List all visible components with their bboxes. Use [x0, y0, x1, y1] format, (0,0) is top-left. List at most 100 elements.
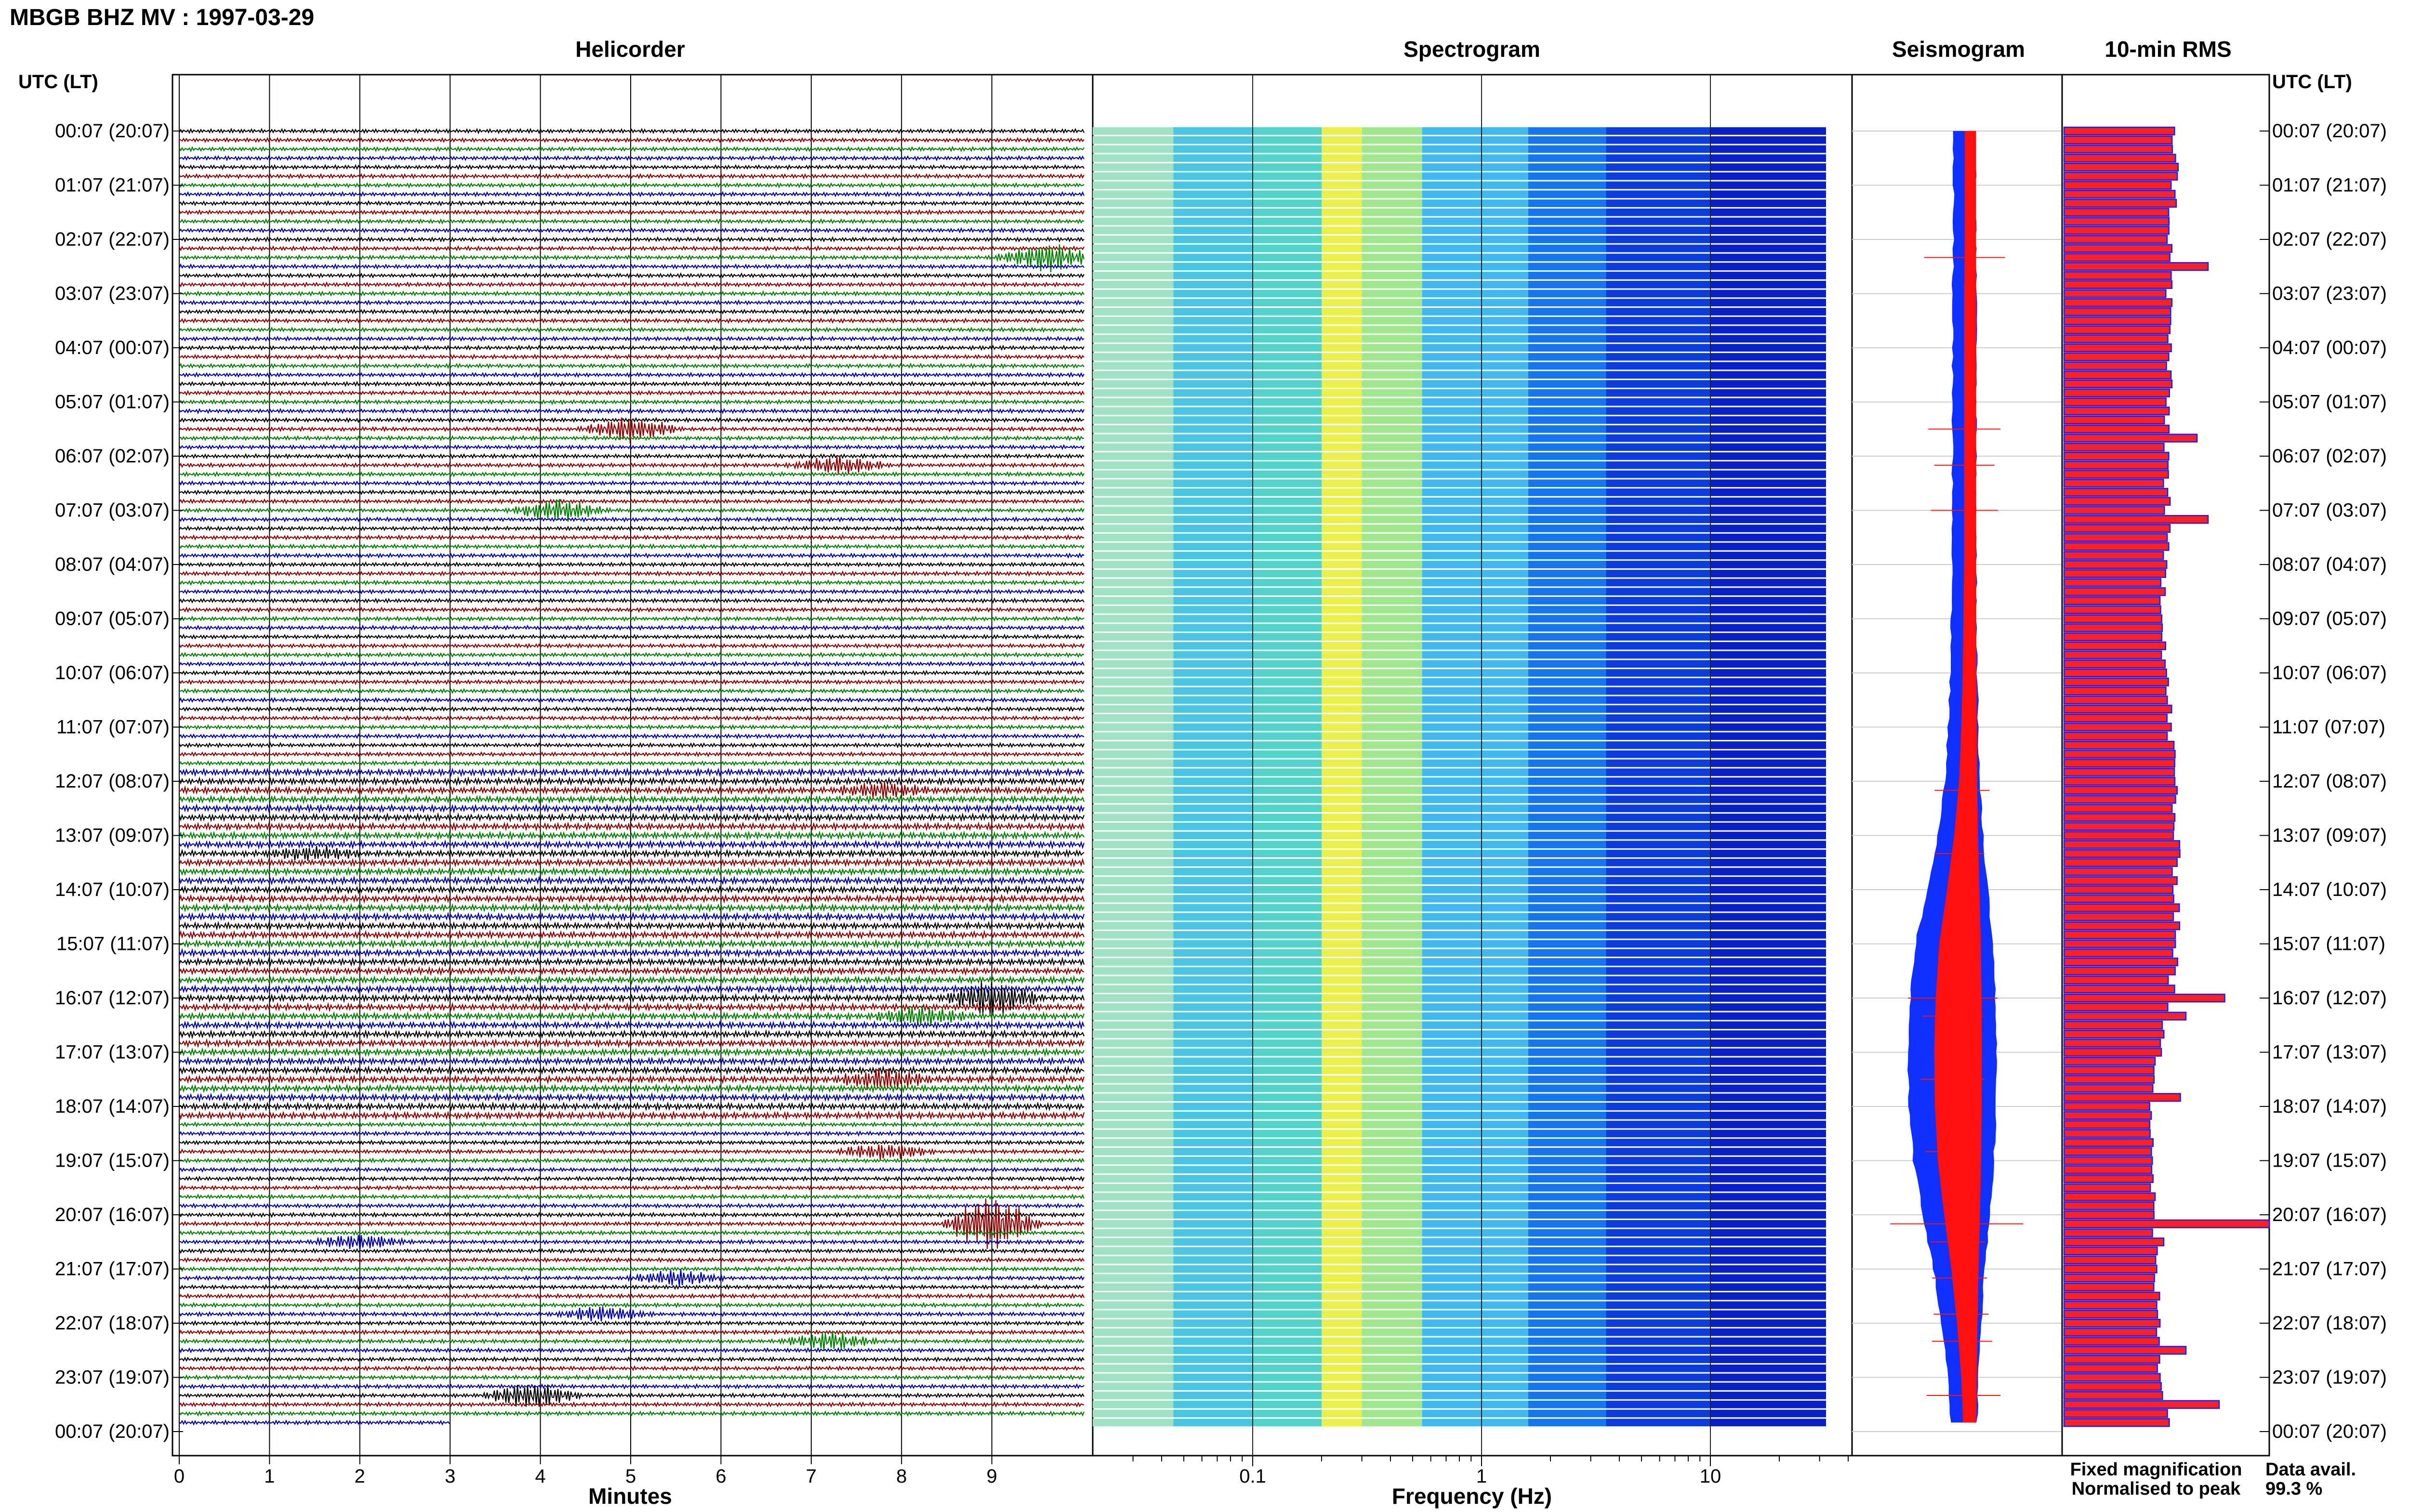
spectrogram-band [1710, 741, 1826, 749]
spectrogram-band [1253, 506, 1322, 514]
spectrogram-band [1093, 1301, 1174, 1309]
spectrogram-band [1528, 976, 1606, 984]
spectrogram-band [1606, 1202, 1711, 1210]
spectrogram-band [1710, 1229, 1826, 1237]
spectrogram-band [1173, 1400, 1253, 1408]
time-label-left: 03:07 (23:07) [55, 283, 170, 304]
rms-bar [2063, 1039, 2161, 1048]
rms-bar [2063, 849, 2181, 858]
spectrogram-band [1253, 588, 1322, 596]
spectrogram-band [1322, 1419, 1362, 1427]
spectrogram-band [1253, 136, 1322, 144]
spectrogram-band [1528, 353, 1606, 361]
spectrogram-row [1093, 795, 1826, 803]
rms-bar [2063, 894, 2174, 903]
spectrogram-band [1173, 579, 1253, 587]
rms-bar [2063, 171, 2178, 181]
spectrogram-band [1528, 1211, 1606, 1219]
spectrogram-band [1253, 1409, 1322, 1418]
spectrogram-band [1528, 1256, 1606, 1264]
spectrogram-band [1710, 1265, 1826, 1273]
spectrogram-band [1362, 443, 1422, 451]
spectrogram-band [1606, 1030, 1711, 1038]
spectrogram-band [1710, 1392, 1826, 1399]
spectrogram-band [1093, 1274, 1174, 1282]
spectrogram-band [1422, 723, 1528, 731]
data-avail-label: Data avail. [2265, 1459, 2356, 1480]
spectrogram-band [1528, 615, 1606, 623]
helicorder-trace [179, 1292, 1085, 1300]
spectrogram-band [1093, 1229, 1174, 1237]
spectrogram-band [1173, 407, 1253, 415]
spectrogram-band [1093, 967, 1174, 975]
rms-bar [2063, 460, 2169, 470]
spectrogram-band [1173, 985, 1253, 993]
spectrogram-band [1710, 316, 1826, 325]
spectrogram-band [1422, 154, 1528, 162]
rms-bar [2063, 1237, 2165, 1247]
spectrogram-band [1710, 976, 1826, 984]
rms-bar [2063, 723, 2172, 732]
spectrogram-row [1093, 669, 1826, 677]
spectrogram-band [1093, 1120, 1174, 1129]
spectrogram-band [1362, 425, 1422, 433]
rms-bar [2063, 650, 2162, 659]
rms-bar [2063, 614, 2163, 623]
spectrogram-band [1093, 886, 1174, 894]
spectrogram-band [1362, 1337, 1422, 1345]
rms-bar [2063, 1228, 2153, 1237]
spectrogram-band [1173, 949, 1253, 957]
spectrogram-band [1422, 1211, 1528, 1219]
spectrogram-band [1093, 1265, 1174, 1273]
spectrogram-band [1093, 1247, 1174, 1255]
spectrogram-band [1528, 1012, 1606, 1020]
spectrogram-band [1173, 253, 1253, 262]
rms-bar [2063, 343, 2172, 353]
spectrogram-band [1528, 280, 1606, 289]
spectrogram-band [1362, 389, 1422, 397]
spectrogram-band [1322, 777, 1362, 785]
spectrogram-band [1606, 1409, 1711, 1418]
spectrogram-band [1173, 398, 1253, 406]
spectrogram-band [1710, 1319, 1826, 1327]
spectrogram-band [1710, 633, 1826, 641]
spectrogram-band [1710, 1355, 1826, 1363]
spectrogram-band [1528, 804, 1606, 813]
helicorder-trace [179, 1330, 1085, 1351]
rms-bar [2063, 397, 2167, 407]
spectrogram-band [1362, 1392, 1422, 1399]
spectrogram-band [1422, 398, 1528, 406]
spectrogram-band [1093, 1030, 1174, 1038]
spectrogram-band [1606, 1229, 1711, 1237]
spectrogram-band [1710, 1193, 1826, 1201]
helicorder-trace [179, 724, 1085, 731]
helicorder-trace [179, 651, 1085, 658]
spectrogram-band [1528, 723, 1606, 731]
spectrogram-band [1093, 1066, 1174, 1074]
spectrogram-band [1093, 226, 1174, 235]
spectrogram-band [1528, 588, 1606, 596]
spectrogram-band [1253, 362, 1322, 370]
helicorder-trace [179, 145, 1085, 153]
spectrogram-band [1322, 651, 1362, 659]
spectrogram-band [1528, 236, 1606, 243]
spectrogram-band [1528, 858, 1606, 867]
spectrogram-band [1528, 461, 1606, 469]
spectrogram-band [1362, 1012, 1422, 1020]
helicorder-trace [179, 606, 1085, 613]
spectrogram-band [1173, 741, 1253, 749]
helicorder-trace [179, 434, 1085, 442]
time-label-left: 20:07 (16:07) [55, 1204, 170, 1225]
spectrogram-band [1253, 1103, 1322, 1110]
helicorder-trace [179, 371, 1085, 379]
spectrogram-band [1710, 371, 1826, 379]
spectrogram-band [1422, 633, 1528, 641]
spectrogram-band [1173, 172, 1253, 180]
helicorder-trace [179, 1038, 1085, 1049]
spectrogram-band [1322, 569, 1362, 578]
spectrogram-band [1528, 841, 1606, 849]
spectrogram-band [1173, 434, 1253, 442]
spectrogram-band [1362, 850, 1422, 857]
rms-bar [2063, 840, 2181, 849]
spectrogram-band [1710, 804, 1826, 813]
